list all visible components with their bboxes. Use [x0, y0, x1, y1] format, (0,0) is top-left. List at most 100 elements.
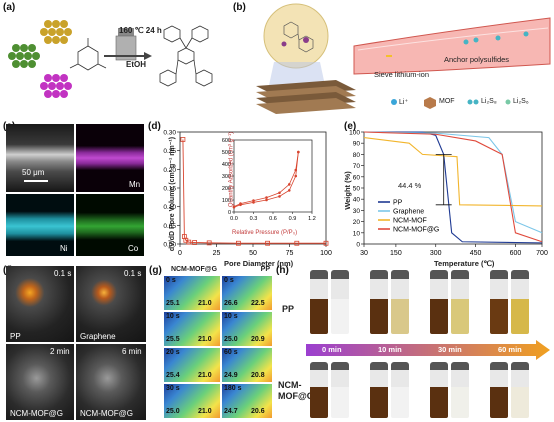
e-ytick-label: 90 [353, 141, 361, 148]
ir-image-left-3: 30 s 25.0 21.0 [164, 384, 220, 418]
li-ion-icon [391, 99, 397, 105]
f-time-0: 0.1 s [54, 269, 72, 278]
e-ytick-label: 20 [353, 219, 361, 226]
bottle-pp-3a [490, 270, 508, 334]
ir-temp-b: 20.8 [251, 372, 265, 379]
legend-li2s8: Li₂S₈ [481, 98, 497, 105]
synthesis-scheme [8, 20, 213, 98]
h-time-3: 60 min [498, 345, 522, 354]
d-data-point [294, 240, 300, 246]
e-series-ncm-mof-g [363, 131, 543, 243]
ir-time: 60 s [224, 349, 238, 356]
d-inset-xtick-label: 0.6 [269, 216, 277, 222]
d-data-point [186, 239, 192, 245]
d-ytick-label: 0.05 [163, 223, 176, 230]
d-ylabel: dV/dD Pore Volume (cm³ g⁻¹ nm⁻¹) [169, 136, 176, 252]
bottle-ncm-1b [391, 362, 409, 418]
e-ytick-label: 10 [353, 230, 361, 237]
ir-temp-a: 25.0 [166, 408, 180, 415]
label-sieve: Sieve lithium-ion [374, 70, 430, 79]
d-inset-desorption-line [233, 151, 299, 207]
e-xtick-label: 300 [430, 250, 442, 257]
ir-time: 0 s [166, 277, 176, 284]
f-name-0: PP [10, 332, 21, 341]
e-xlabel: Temperature (℃) [434, 259, 495, 268]
d-inset-point [265, 198, 268, 202]
f-time-3: 6 min [122, 347, 142, 356]
d-inset-ytick-label: 0 [228, 210, 231, 216]
mof-zoom-circle [263, 3, 329, 69]
ir-temp-b: 21.0 [198, 336, 212, 343]
e-series-pp [364, 131, 543, 244]
f-name-2: NCM-MOF@G [10, 409, 63, 418]
panel-label-b: (b) [233, 2, 246, 13]
ir-image-left-0: 0 s 25.1 21.0 [164, 276, 220, 310]
mof-icon [424, 97, 436, 109]
d-inset-xtick-label: 1.2 [308, 216, 316, 222]
h-time-0: 0 min [322, 345, 342, 354]
ir-time: 10 s [224, 313, 238, 320]
pore-distribution-chart: 0 25 50 75 1000.000.050.100.150.200.250.300.… [163, 130, 332, 258]
ir-temp-a: 26.6 [224, 300, 238, 307]
autoclave-icon [115, 28, 137, 61]
tga-chart: 30 150 300 450 600 700 0 10 20 30 40 50 60 70 80 90 100 P… [349, 130, 548, 258]
d-data-point [265, 240, 270, 246]
li2s8-icon [467, 99, 473, 105]
d-inset-xtick-label: 0.3 [250, 216, 258, 222]
d-inset-xtick-label: 0.0 [230, 216, 238, 222]
ir-temp-a: 24.9 [224, 372, 238, 379]
e-xtick-label: 30 [360, 250, 368, 257]
channel-tube [353, 17, 551, 75]
green-metal-cluster [8, 44, 40, 68]
d-inset-point [239, 202, 242, 205]
d-inset-ylabel: Quantity Adsorbed (cm³ g⁻¹) [228, 131, 235, 208]
d-inset-ytick-label: 200 [222, 186, 231, 192]
d-data-point [206, 240, 212, 246]
bottle-ncm-0b [331, 362, 349, 418]
ir-temp-b: 21.0 [198, 300, 212, 307]
d-inset-point [265, 196, 268, 199]
h-label-top: PP [282, 304, 295, 314]
ir-temp-a: 25.1 [166, 300, 180, 307]
bottle-pp-0b [331, 270, 349, 334]
d-xtick-label: 0 [178, 250, 182, 257]
li2s6-icon [505, 99, 511, 105]
e-series-ncm-mof [363, 137, 543, 207]
d-inset-adsorption-line [233, 151, 299, 208]
gold-metal-cluster [40, 20, 72, 44]
ir-image-right-2: 60 s 24.9 20.8 [222, 348, 272, 382]
bottle-pp-3b [511, 270, 529, 334]
e-legend-label: NCM-MOF [393, 218, 427, 225]
bottle-ncm-3a [490, 362, 508, 418]
e-xtick-label: 600 [510, 250, 522, 257]
g-header-right: PP [260, 266, 270, 273]
ir-image-left-1: 10 s 25.5 21.0 [164, 312, 220, 346]
e-ytick-label: 30 [353, 208, 361, 215]
d-data-point [323, 240, 329, 246]
d-inset-point [232, 205, 236, 208]
polysulfide-particles [386, 31, 529, 57]
eds-map-co [76, 194, 144, 256]
reaction-condition: 160 ℃ 24 h [119, 26, 162, 35]
legend-li: Li⁺ [399, 99, 409, 106]
d-inset-point [252, 201, 255, 204]
e-legend-label: NCM-MOF@G [393, 227, 439, 234]
ir-time: 10 s [166, 313, 180, 320]
h-label-bottom: NCM- MOF@G [278, 380, 314, 401]
d-inset-point [294, 168, 298, 172]
panel-label-g: (g) [149, 265, 162, 276]
ir-temp-b: 22.5 [251, 300, 265, 307]
ir-time: 20 s [166, 349, 180, 356]
e-ytick-label: 80 [353, 152, 361, 159]
d-data-point [180, 137, 186, 142]
bottle-pp-1a [370, 270, 388, 334]
f-time-1: 0.1 s [124, 269, 142, 278]
ir-temp-a: 25.4 [166, 372, 180, 379]
e-plot-frame [363, 131, 543, 245]
bottle-ncm-2b [451, 362, 469, 418]
flame-test-graphene [76, 266, 146, 342]
bottles-pp-row [306, 268, 550, 336]
panel-label-a: (a) [3, 2, 16, 13]
e-annotation: 44.4 % [398, 181, 422, 190]
flame-test-ncm-6min [76, 344, 146, 420]
